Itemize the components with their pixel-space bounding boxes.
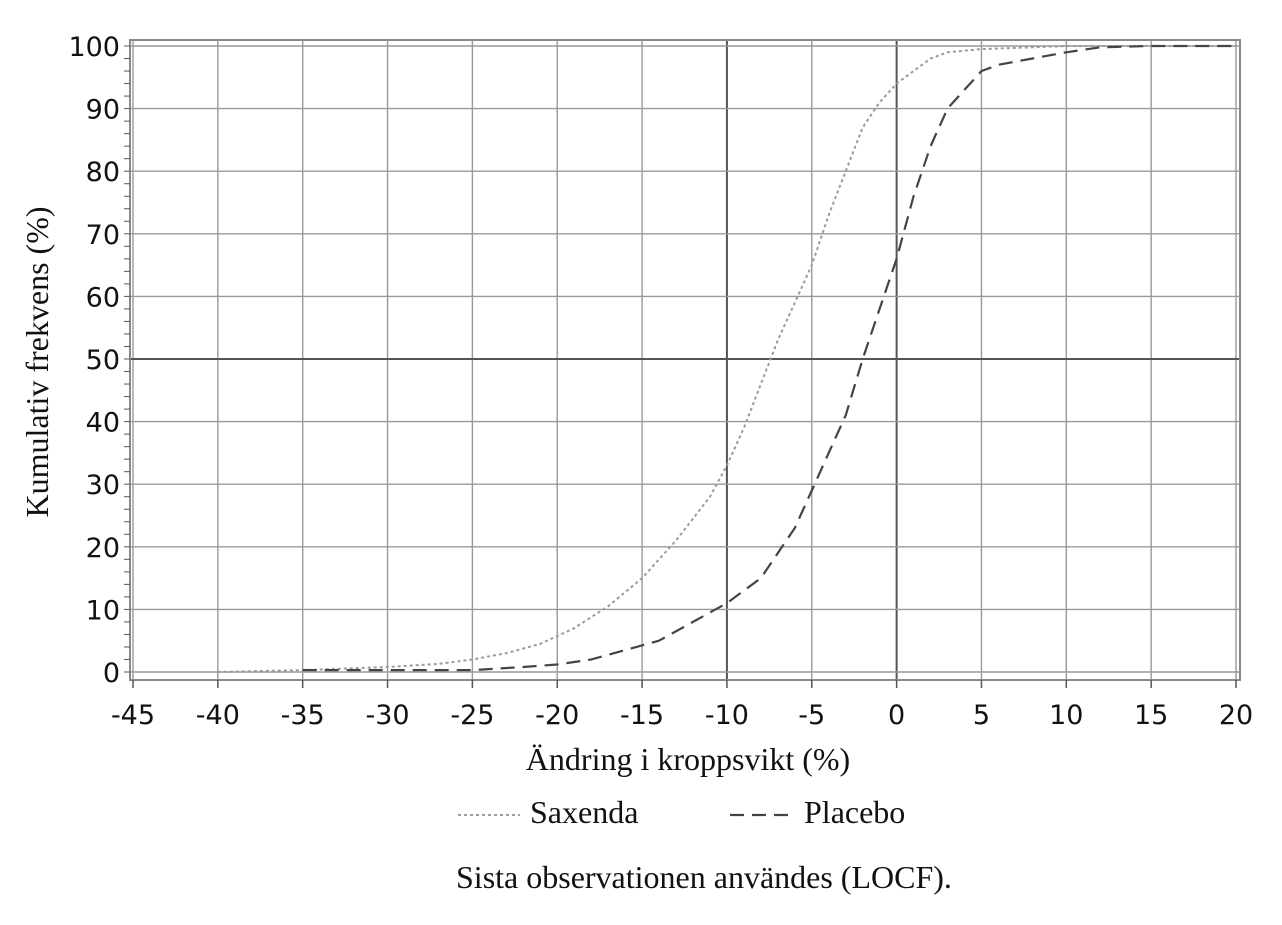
y-tick-label: 80 [86,157,120,188]
y-tick-label: 10 [86,595,120,626]
y-axis-title: Kumulativ frekvens (%) [19,206,55,517]
x-tick-label: 20 [1219,700,1253,731]
series-line-placebo [302,44,1236,672]
x-tick-label: -25 [450,700,494,731]
x-tick-label: 10 [1049,700,1083,731]
x-tick-label: -40 [196,700,240,731]
y-tick-labels: 0 10 20 30 40 50 60 70 80 90 100 [68,32,120,689]
y-tick-label: 0 [103,658,120,689]
x-tick-label: -30 [365,700,409,731]
y-tick-label: 50 [86,345,120,376]
legend: Saxenda Placebo [458,794,905,830]
series-lines [217,44,1236,673]
y-tick-label: 90 [86,95,120,126]
y-tick-label: 60 [86,282,120,313]
x-tick-label: -15 [620,700,664,731]
legend-label-placebo: Placebo [804,794,905,830]
y-tick-label: 70 [86,220,120,251]
y-tick-label: 30 [86,470,120,501]
series-line-saxenda [217,45,1236,673]
legend-label-saxenda: Saxenda [530,794,638,830]
y-tick-label: 20 [86,533,120,564]
x-tick-label: -20 [535,700,579,731]
x-tick-label: -5 [798,700,825,731]
x-tick-label: 5 [973,700,990,731]
y-tick-label: 100 [68,32,120,63]
x-tick-label: -45 [111,700,155,731]
x-tick-label: -10 [705,700,749,731]
x-axis-title: Ändring i kroppsvikt (%) [526,741,850,777]
x-tick-label: 0 [888,700,905,731]
y-minor-ticks [124,45,1237,688]
footnote: Sista observationen användes (LOCF). [456,859,952,895]
grid [130,40,1240,680]
x-tick-label: -35 [281,700,325,731]
x-tick-labels: -45 -40 -35 -30 -25 -20 -15 -10 -5 0 5 10 15 20 [111,700,1253,731]
y-tick-label: 40 [86,408,120,439]
plot-frame [129,39,1241,681]
x-tick-label: 15 [1134,700,1168,731]
